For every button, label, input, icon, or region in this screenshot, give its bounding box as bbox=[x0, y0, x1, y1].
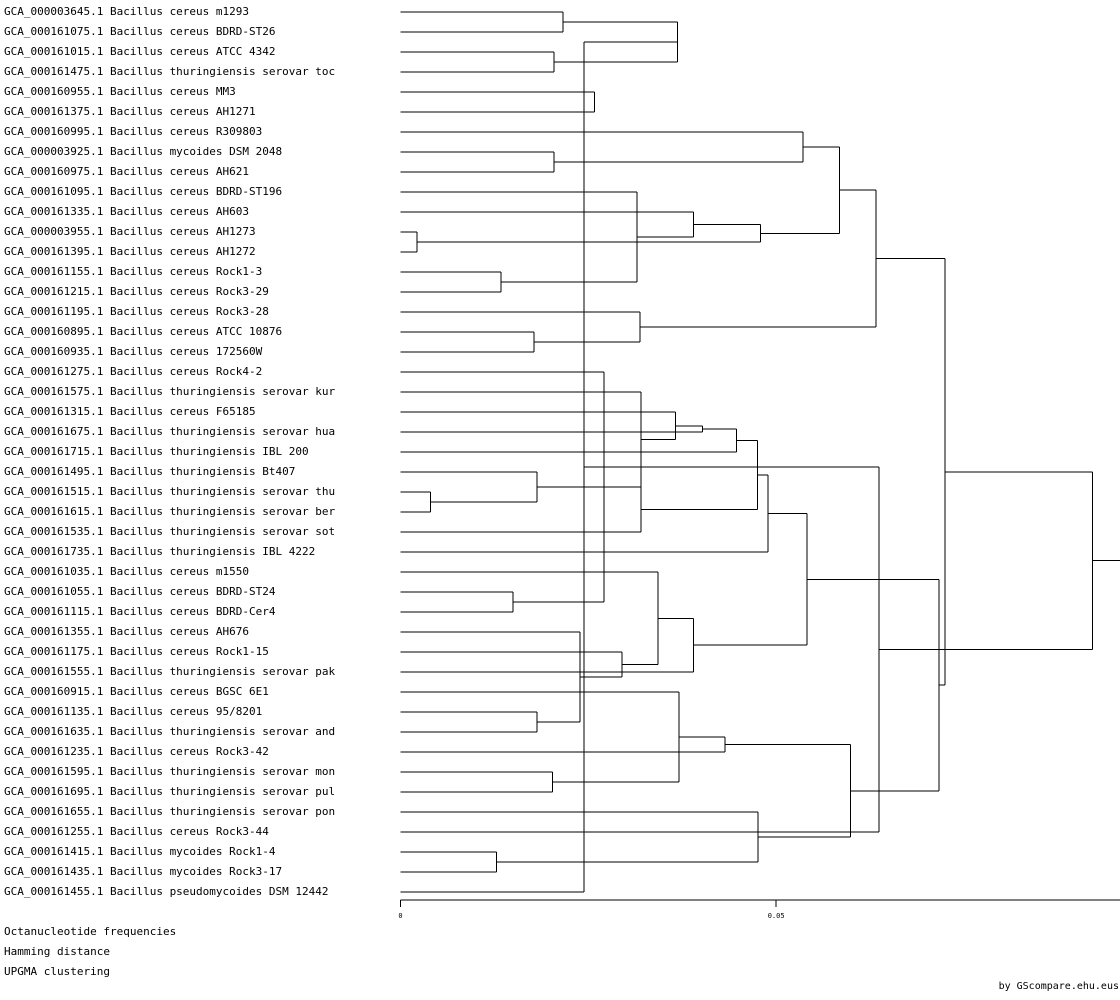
leaf-label: GCA_000160995.1 Bacillus cereus R309803 bbox=[4, 125, 263, 138]
leaf-label: GCA_000161055.1 Bacillus cereus BDRD-ST2… bbox=[4, 585, 276, 598]
leaf-label: GCA_000161315.1 Bacillus cereus F65185 bbox=[4, 405, 256, 418]
leaf-label: GCA_000160975.1 Bacillus cereus AH621 bbox=[4, 165, 250, 178]
leaf-label: GCA_000161475.1 Bacillus thuringiensis s… bbox=[4, 65, 336, 78]
leaf-label: GCA_000161635.1 Bacillus thuringiensis s… bbox=[4, 725, 336, 738]
leaf-label: GCA_000161115.1 Bacillus cereus BDRD-Cer… bbox=[4, 605, 276, 618]
leaf-label: GCA_000161355.1 Bacillus cereus AH676 bbox=[4, 625, 250, 638]
footer-distance-line: Hamming distance bbox=[4, 945, 110, 958]
leaf-label: GCA_000161215.1 Bacillus cereus Rock3-29 bbox=[4, 285, 269, 298]
leaf-label: GCA_000161655.1 Bacillus thuringiensis s… bbox=[4, 805, 336, 818]
leaf-label: GCA_000161235.1 Bacillus cereus Rock3-42 bbox=[4, 745, 269, 758]
leaf-label: GCA_000161335.1 Bacillus cereus AH603 bbox=[4, 205, 250, 218]
leaf-label: GCA_000003955.1 Bacillus cereus AH1273 bbox=[4, 225, 256, 238]
leaf-label: GCA_000161175.1 Bacillus cereus Rock1-15 bbox=[4, 645, 269, 658]
leaf-label: GCA_000161015.1 Bacillus cereus ATCC 434… bbox=[4, 45, 276, 58]
leaf-label: GCA_000161595.1 Bacillus thuringiensis s… bbox=[4, 765, 336, 778]
leaf-label: GCA_000161275.1 Bacillus cereus Rock4-2 bbox=[4, 365, 263, 378]
leaf-label: GCA_000161715.1 Bacillus thuringiensis I… bbox=[4, 445, 309, 458]
axis-tick-label: 0 bbox=[398, 912, 402, 920]
leaf-label: GCA_000161095.1 Bacillus cereus BDRD-ST1… bbox=[4, 185, 283, 198]
leaf-label: GCA_000161535.1 Bacillus thuringiensis s… bbox=[4, 525, 336, 538]
leaf-label: GCA_000160915.1 Bacillus cereus BGSC 6E1 bbox=[4, 685, 269, 698]
leaf-label: GCA_000161615.1 Bacillus thuringiensis s… bbox=[4, 505, 336, 518]
leaf-label: GCA_000161495.1 Bacillus thuringiensis B… bbox=[4, 465, 296, 478]
leaf-label: GCA_000161435.1 Bacillus mycoides Rock3-… bbox=[4, 865, 283, 878]
leaf-label: GCA_000161255.1 Bacillus cereus Rock3-44 bbox=[4, 825, 269, 838]
leaf-label: GCA_000160955.1 Bacillus cereus MM3 bbox=[4, 85, 236, 98]
leaf-label: GCA_000161395.1 Bacillus cereus AH1272 bbox=[4, 245, 256, 258]
leaf-label: GCA_000161195.1 Bacillus cereus Rock3-28 bbox=[4, 305, 269, 318]
leaf-label: GCA_000161555.1 Bacillus thuringiensis s… bbox=[4, 665, 336, 678]
leaf-label: GCA_000161035.1 Bacillus cereus m1550 bbox=[4, 565, 250, 578]
leaf-label: GCA_000161075.1 Bacillus cereus BDRD-ST2… bbox=[4, 25, 276, 38]
leaf-label: GCA_000003645.1 Bacillus cereus m1293 bbox=[4, 5, 250, 18]
leaf-label: GCA_000003925.1 Bacillus mycoides DSM 20… bbox=[4, 145, 283, 158]
footer-method-line: Octanucleotide frequencies bbox=[4, 925, 177, 938]
leaf-label: GCA_000160935.1 Bacillus cereus 172560W bbox=[4, 345, 263, 358]
leaf-label: GCA_000161135.1 Bacillus cereus 95/8201 bbox=[4, 705, 263, 718]
leaf-label: GCA_000161675.1 Bacillus thuringiensis s… bbox=[4, 425, 336, 438]
credit-text: by GScompare.ehu.eus bbox=[998, 981, 1119, 992]
footer-clustering-line: UPGMA clustering bbox=[4, 965, 110, 978]
axis-tick-label: 0.05 bbox=[768, 912, 785, 920]
leaf-label: GCA_000161575.1 Bacillus thuringiensis s… bbox=[4, 385, 336, 398]
leaf-label: GCA_000161415.1 Bacillus mycoides Rock1-… bbox=[4, 845, 276, 858]
leaf-label: GCA_000161155.1 Bacillus cereus Rock1-3 bbox=[4, 265, 263, 278]
leaf-label: GCA_000160895.1 Bacillus cereus ATCC 108… bbox=[4, 325, 283, 338]
leaf-label: GCA_000161515.1 Bacillus thuringiensis s… bbox=[4, 485, 336, 498]
leaf-label: GCA_000161455.1 Bacillus pseudomycoides … bbox=[4, 885, 329, 898]
leaf-label: GCA_000161375.1 Bacillus cereus AH1271 bbox=[4, 105, 256, 118]
leaf-label: GCA_000161695.1 Bacillus thuringiensis s… bbox=[4, 785, 336, 798]
leaf-label: GCA_000161735.1 Bacillus thuringiensis I… bbox=[4, 545, 316, 558]
